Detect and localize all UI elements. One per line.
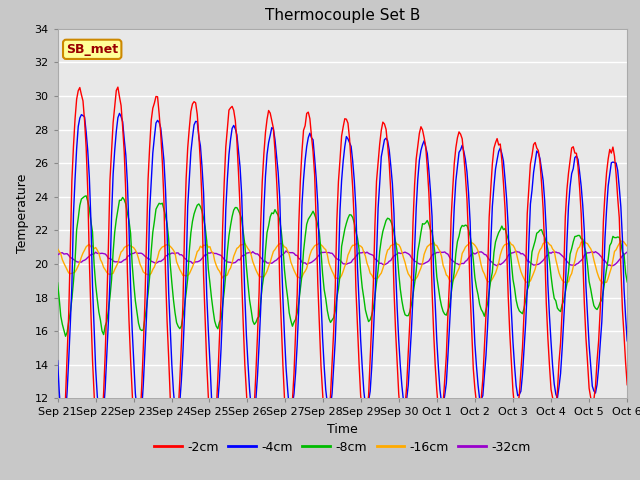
Y-axis label: Temperature: Temperature	[16, 174, 29, 253]
Text: SB_met: SB_met	[66, 43, 118, 56]
Title: Thermocouple Set B: Thermocouple Set B	[265, 9, 420, 24]
Legend: -2cm, -4cm, -8cm, -16cm, -32cm: -2cm, -4cm, -8cm, -16cm, -32cm	[150, 436, 535, 459]
X-axis label: Time: Time	[327, 423, 358, 436]
